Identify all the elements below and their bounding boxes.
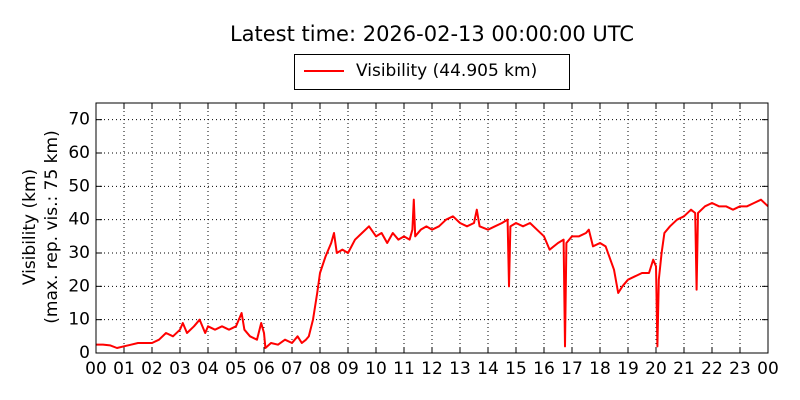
y-tick-label: 10 (68, 310, 90, 330)
plot-frame (95, 102, 769, 354)
x-tick-label: 11 (393, 359, 415, 379)
x-tick-label: 18 (589, 359, 611, 379)
y-tick-label: 20 (68, 276, 90, 296)
x-tick-label: 13 (449, 359, 471, 379)
x-tick-label: 14 (477, 359, 499, 379)
y-axis-label: (max. rep. vis.: 75 km) (42, 130, 62, 323)
x-tick-label: 08 (309, 359, 331, 379)
x-tick-label: 06 (253, 359, 275, 379)
x-tick-label: 04 (197, 359, 219, 379)
x-tick-label: 05 (225, 359, 247, 379)
y-tick-label: 0 (79, 343, 90, 363)
x-tick-label: 16 (533, 359, 555, 379)
x-tick-label: 23 (729, 359, 751, 379)
legend-label: Visibility (44.905 km) (356, 61, 537, 81)
x-tick-label: 10 (365, 359, 387, 379)
x-tick-label: 21 (673, 359, 695, 379)
x-tick-label: 20 (645, 359, 667, 379)
y-tick-label: 30 (68, 243, 90, 263)
y-tick-label: 40 (68, 210, 90, 230)
x-tick-label: 22 (701, 359, 723, 379)
y-axis-label: Visibility (km) (20, 169, 40, 285)
x-tick-label: 02 (141, 359, 163, 379)
x-tick-label: 19 (617, 359, 639, 379)
y-tick-label: 50 (68, 176, 90, 196)
x-tick-label: 12 (421, 359, 443, 379)
x-tick-label: 15 (505, 359, 527, 379)
y-tick-label: 70 (68, 110, 90, 130)
data-line (96, 198, 769, 349)
x-tick-label: 00 (85, 359, 107, 379)
x-tick-label: 17 (561, 359, 583, 379)
x-tick-label: 09 (337, 359, 359, 379)
chart-title: Latest time: 2026-02-13 00:00:00 UTC (230, 22, 634, 46)
y-tick-label: 60 (68, 143, 90, 163)
x-tick-label: 03 (169, 359, 191, 379)
x-tick-label: 00 (757, 359, 779, 379)
x-tick-label: 01 (113, 359, 135, 379)
x-tick-label: 07 (281, 359, 303, 379)
